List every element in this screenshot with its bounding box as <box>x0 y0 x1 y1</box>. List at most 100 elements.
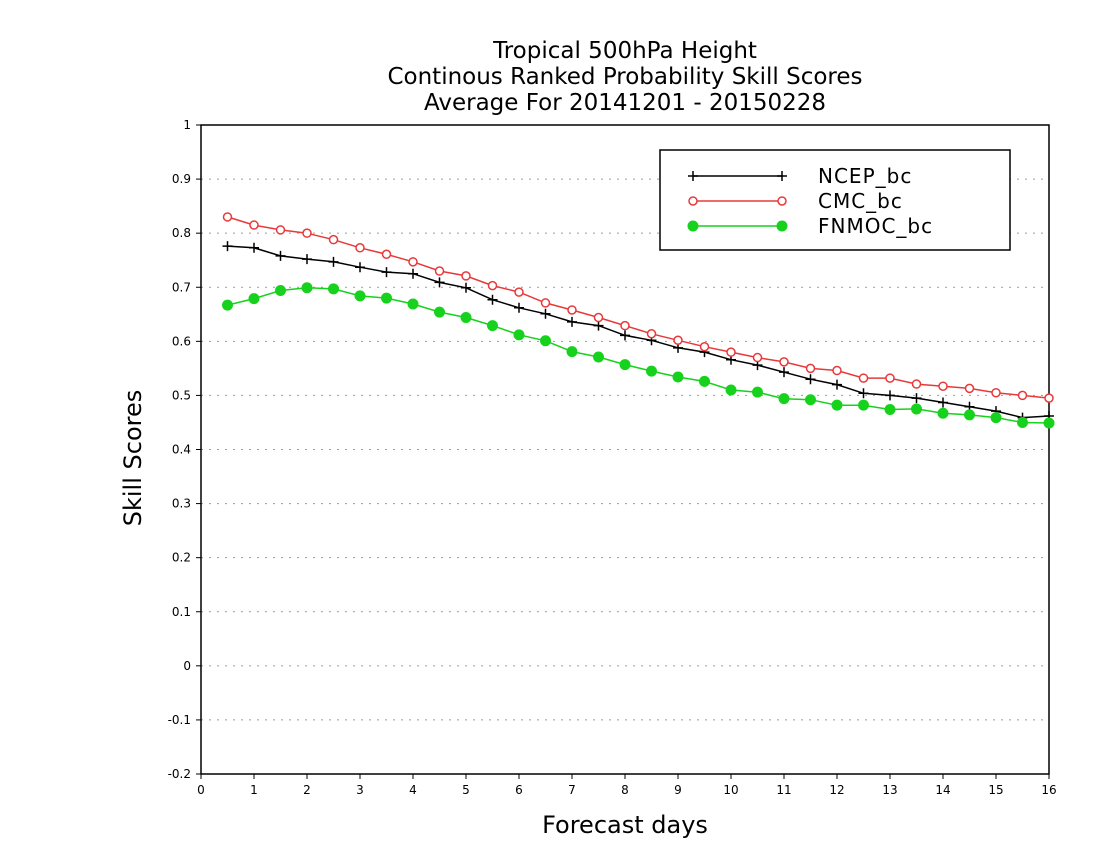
data-point-cmc-bc <box>1017 390 1028 401</box>
data-point-fnmoc-bc <box>990 412 1002 424</box>
data-point-ncep-bc <box>832 379 842 390</box>
x-tick-label: 6 <box>515 783 523 797</box>
data-point-fnmoc-bc <box>566 346 578 358</box>
data-point-cmc-bc <box>381 249 392 260</box>
data-point-ncep-bc <box>222 241 233 252</box>
data-point-cmc-bc <box>540 298 551 308</box>
data-point-fnmoc-bc <box>540 335 551 347</box>
data-point-ncep-bc <box>885 390 895 401</box>
data-point-fnmoc-bc <box>805 394 816 406</box>
y-tick-label: 0.8 <box>172 226 191 240</box>
legend-marker <box>777 196 787 206</box>
data-point-cmc-bc <box>461 271 471 281</box>
data-point-fnmoc-bc <box>699 375 710 387</box>
data-point-cmc-bc <box>646 329 657 339</box>
data-point-cmc-bc <box>964 383 975 394</box>
chart-title-line-2: Continous Ranked Probability Skill Score… <box>387 64 862 90</box>
data-point-ncep-bc <box>514 302 524 313</box>
data-point-ncep-bc <box>620 330 630 341</box>
legend-item-fnmoc-bc: FNMOC_bc <box>687 214 933 238</box>
y-tick-label: 0.5 <box>172 388 191 402</box>
x-tick-label: 7 <box>568 783 576 797</box>
data-point-cmc-bc <box>302 228 312 238</box>
x-axis-label: Forecast days <box>542 811 708 839</box>
data-point-ncep-bc <box>434 277 445 288</box>
data-point-fnmoc-bc <box>778 393 790 405</box>
y-tick-label: 0.4 <box>172 443 191 457</box>
data-point-fnmoc-bc <box>858 399 869 411</box>
data-point-cmc-bc <box>1044 393 1054 403</box>
data-point-ncep-bc <box>593 320 604 331</box>
legend-marker <box>776 220 788 232</box>
x-tick-label: 0 <box>197 783 205 797</box>
data-point-ncep-bc <box>275 250 286 261</box>
data-point-fnmoc-bc <box>646 365 657 377</box>
series-line-fnmoc-bc <box>227 287 1050 424</box>
data-point-cmc-bc <box>673 335 683 346</box>
data-point-fnmoc-bc <box>407 298 419 310</box>
data-point-fnmoc-bc <box>1017 416 1028 428</box>
x-tick-label: 9 <box>674 783 682 797</box>
data-point-fnmoc-bc <box>593 351 604 363</box>
data-point-cmc-bc <box>911 379 922 389</box>
data-point-cmc-bc <box>275 225 286 235</box>
data-point-cmc-bc <box>805 363 816 374</box>
legend-item-ncep-bc: NCEP_bc <box>688 164 911 188</box>
chart-title-line-3: Average For 20141201 - 20150228 <box>424 90 826 116</box>
data-point-ncep-bc <box>911 393 922 404</box>
x-tick-label: 15 <box>988 783 1003 797</box>
data-point-fnmoc-bc <box>487 320 498 332</box>
y-tick-label: 0.6 <box>172 334 191 348</box>
x-tick-label: 3 <box>356 783 364 797</box>
data-point-cmc-bc <box>408 257 418 267</box>
legend-marker <box>688 196 698 206</box>
data-point-fnmoc-bc <box>964 409 975 421</box>
x-tick-label: 12 <box>829 783 844 797</box>
data-point-cmc-bc <box>885 373 895 383</box>
data-point-fnmoc-bc <box>831 399 843 411</box>
chart-title: Tropical 500hPa Height Continous Ranked … <box>387 38 862 116</box>
data-point-fnmoc-bc <box>328 283 339 295</box>
data-point-cmc-bc <box>514 287 524 297</box>
data-point-fnmoc-bc <box>725 384 737 396</box>
data-point-cmc-bc <box>938 381 948 391</box>
data-point-cmc-bc <box>726 347 736 357</box>
data-point-fnmoc-bc <box>301 282 313 294</box>
legend-box <box>659 149 1011 251</box>
y-tick-label: -0.2 <box>168 767 191 781</box>
x-tick-label: 16 <box>1041 783 1056 797</box>
data-point-ncep-bc <box>805 374 816 385</box>
data-point-ncep-bc <box>249 242 259 253</box>
data-point-ncep-bc <box>408 268 418 279</box>
x-tick-label: 8 <box>621 783 629 797</box>
data-point-ncep-bc <box>355 262 365 273</box>
x-tick-label: 5 <box>462 783 470 797</box>
data-point-ncep-bc <box>779 367 789 378</box>
y-tick-label: 0.9 <box>172 172 191 186</box>
data-point-fnmoc-bc <box>752 386 763 398</box>
data-point-fnmoc-bc <box>434 306 445 318</box>
data-point-cmc-bc <box>699 341 710 352</box>
x-tick-label: 1 <box>250 783 258 797</box>
axis-ticks: -0.2-0.100.10.20.30.40.50.60.70.80.910 1 2… <box>168 118 1057 797</box>
series-lines <box>222 212 1055 429</box>
data-point-fnmoc-bc <box>354 290 366 302</box>
x-tick-label: 13 <box>882 783 897 797</box>
data-point-cmc-bc <box>991 387 1001 398</box>
legend-marker <box>688 171 698 181</box>
legend-label: FNMOC_bc <box>818 214 933 238</box>
data-point-cmc-bc <box>567 305 577 315</box>
data-point-fnmoc-bc <box>937 407 949 419</box>
y-tick-label: 0.3 <box>172 497 191 511</box>
data-point-fnmoc-bc <box>1043 417 1055 429</box>
data-point-fnmoc-bc <box>248 293 260 305</box>
legend-marker <box>777 171 787 181</box>
data-point-cmc-bc <box>752 352 763 363</box>
data-point-ncep-bc <box>302 254 312 265</box>
plot-frame <box>200 124 1050 775</box>
data-point-ncep-bc <box>858 388 869 399</box>
data-point-fnmoc-bc <box>513 329 525 341</box>
y-tick-label: 1 <box>183 118 191 132</box>
y-tick-label: 0.7 <box>172 280 191 294</box>
